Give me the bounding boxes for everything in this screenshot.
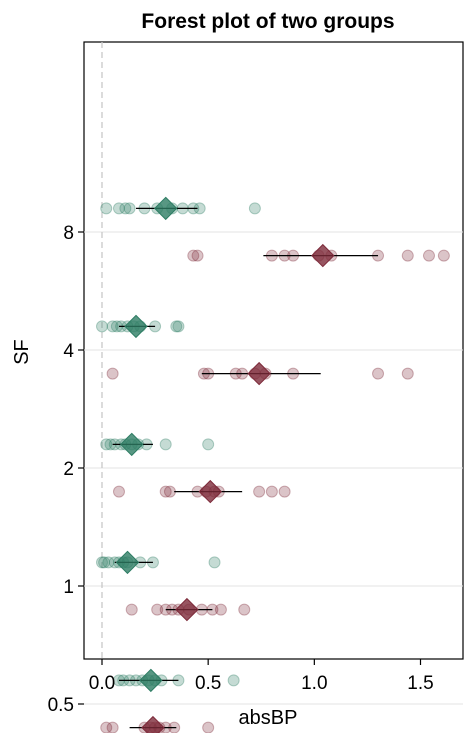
x-tick-label: 0.0 xyxy=(89,673,115,694)
red-data-point xyxy=(214,603,227,616)
green-estimate-diamond xyxy=(115,550,140,575)
red-estimate-diamond xyxy=(247,361,271,386)
x-tick-label: 0.5 xyxy=(195,673,221,694)
green-data-point xyxy=(119,202,132,215)
red-data-point xyxy=(202,721,215,733)
x-tick-label: 1.0 xyxy=(301,673,327,694)
green-data-point xyxy=(98,556,111,569)
red-data-point xyxy=(401,249,414,262)
y-tick-label: 8 xyxy=(63,223,74,244)
chart-title: Forest plot of two groups xyxy=(141,10,394,33)
red-data-point xyxy=(100,721,113,733)
red-data-point xyxy=(151,603,164,616)
red-data-point xyxy=(163,485,176,498)
red-data-point xyxy=(187,249,200,262)
red-estimate-diamond xyxy=(141,715,165,733)
red-data-point xyxy=(159,485,172,498)
red-data-point xyxy=(191,249,204,262)
red-data-point xyxy=(437,249,450,262)
green-estimate-diamond xyxy=(124,314,148,339)
red-data-point xyxy=(401,367,414,380)
y-axis-label: SF xyxy=(11,339,33,365)
red-data-point xyxy=(112,485,125,498)
green-estimate-diamond xyxy=(153,196,178,221)
red-data-point xyxy=(106,367,119,380)
green-estimate-diamond xyxy=(120,432,144,457)
red-data-point xyxy=(372,367,385,380)
x-tick-label: 1.5 xyxy=(407,673,433,694)
green-data-point xyxy=(227,674,240,687)
green-data-point xyxy=(106,320,119,333)
y-tick-label: 4 xyxy=(63,341,74,362)
y-tick-label: 0.5 xyxy=(48,695,74,716)
green-data-point xyxy=(96,320,108,333)
red-data-point xyxy=(106,721,119,733)
green-data-point xyxy=(96,556,108,569)
green-data-point xyxy=(112,202,125,215)
red-data-point xyxy=(278,485,291,498)
red-data-point xyxy=(253,485,266,498)
green-data-point xyxy=(100,202,113,215)
plot-area: 0.0 0.5 1.0 1.5 0.5 1 2 4 8 xyxy=(48,41,464,733)
green-data-point xyxy=(202,438,215,451)
x-axis-label: absBP xyxy=(239,707,298,729)
green-estimate-diamond xyxy=(139,668,163,693)
green-data-point xyxy=(159,438,172,451)
y-tick-label: 2 xyxy=(63,459,74,480)
green-data-point xyxy=(172,320,185,333)
red-estimate-diamond xyxy=(311,243,335,268)
green-data-point xyxy=(208,556,221,569)
red-data-point xyxy=(265,485,278,498)
green-data-point xyxy=(102,556,115,569)
red-estimate-diamond xyxy=(175,597,199,622)
green-data-point xyxy=(170,320,183,333)
green-data-point xyxy=(248,202,261,215)
y-tick-label: 1 xyxy=(63,577,74,598)
red-data-point xyxy=(125,603,138,616)
red-data-point xyxy=(422,249,435,262)
green-data-point xyxy=(100,438,113,451)
green-data-point xyxy=(123,202,136,215)
red-estimate-diamond xyxy=(198,479,222,504)
red-data-point xyxy=(238,603,251,616)
